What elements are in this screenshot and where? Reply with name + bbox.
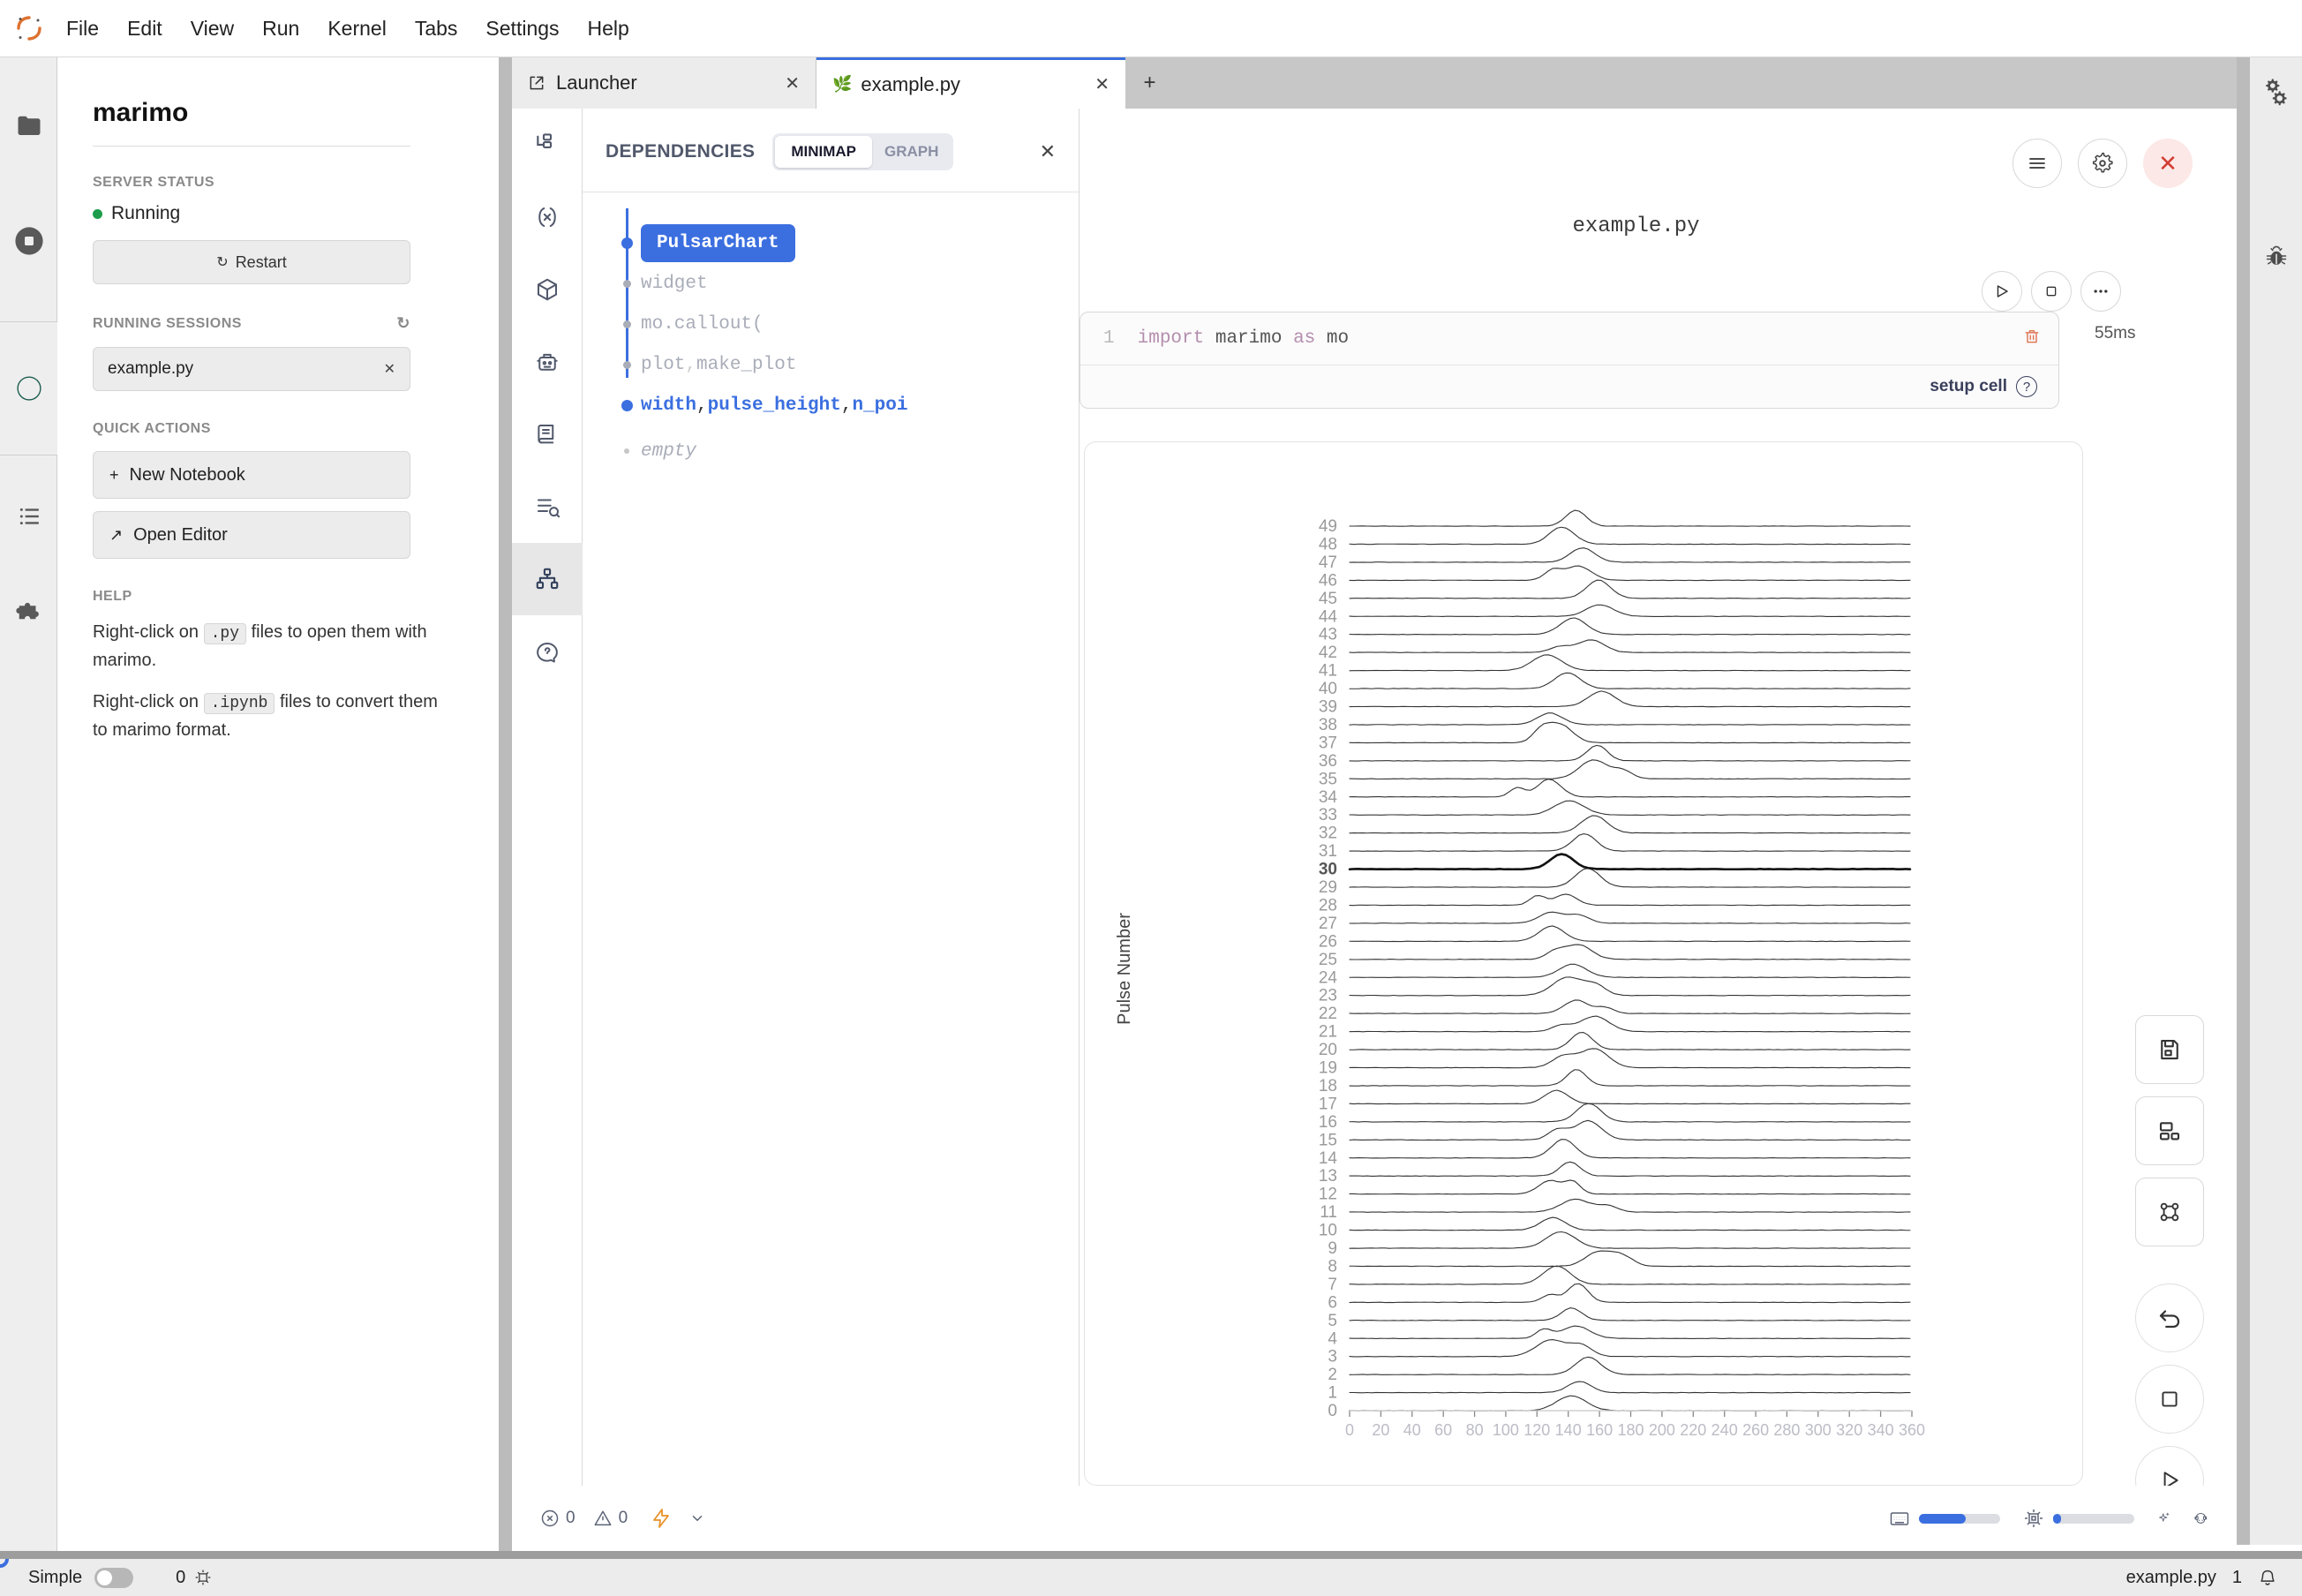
svg-text:30: 30 — [1319, 861, 1337, 879]
svg-text:40: 40 — [1403, 1421, 1421, 1439]
svg-text:100: 100 — [1493, 1421, 1519, 1439]
svg-text:11: 11 — [1320, 1203, 1337, 1222]
svg-text:8: 8 — [1328, 1257, 1337, 1276]
svg-text:13: 13 — [1319, 1167, 1337, 1186]
svg-text:29: 29 — [1319, 878, 1337, 897]
svg-text:28: 28 — [1319, 896, 1337, 915]
svg-text:320: 320 — [1836, 1421, 1862, 1439]
svg-text:42: 42 — [1319, 644, 1337, 662]
svg-text:16: 16 — [1319, 1113, 1337, 1132]
svg-text:17: 17 — [1319, 1095, 1337, 1113]
svg-text:38: 38 — [1319, 716, 1337, 734]
svg-text:24: 24 — [1319, 968, 1338, 987]
svg-text:160: 160 — [1586, 1421, 1613, 1439]
svg-text:21: 21 — [1319, 1023, 1337, 1042]
svg-text:80: 80 — [1466, 1421, 1484, 1439]
svg-text:140: 140 — [1555, 1421, 1582, 1439]
svg-text:220: 220 — [1680, 1421, 1706, 1439]
svg-text:7: 7 — [1328, 1276, 1337, 1294]
svg-text:180: 180 — [1617, 1421, 1644, 1439]
svg-text:49: 49 — [1319, 517, 1337, 536]
svg-text:15: 15 — [1319, 1131, 1337, 1149]
svg-text:22: 22 — [1319, 1005, 1337, 1023]
svg-text:47: 47 — [1319, 553, 1337, 572]
svg-text:36: 36 — [1319, 752, 1337, 771]
svg-text:260: 260 — [1742, 1421, 1769, 1439]
svg-text:23: 23 — [1319, 987, 1337, 1005]
svg-text:27: 27 — [1319, 915, 1337, 933]
svg-text:0: 0 — [1345, 1421, 1354, 1439]
svg-text:18: 18 — [1319, 1077, 1337, 1095]
svg-text:14: 14 — [1319, 1149, 1338, 1168]
svg-text:3: 3 — [1328, 1348, 1337, 1366]
svg-text:300: 300 — [1805, 1421, 1832, 1439]
svg-text:44: 44 — [1319, 607, 1338, 626]
svg-text:340: 340 — [1868, 1421, 1894, 1439]
svg-text:10: 10 — [1319, 1222, 1337, 1240]
svg-text:32: 32 — [1319, 824, 1337, 843]
svg-text:43: 43 — [1319, 626, 1337, 644]
svg-text:35: 35 — [1319, 770, 1337, 788]
svg-text:37: 37 — [1319, 734, 1337, 752]
svg-text:12: 12 — [1319, 1186, 1337, 1204]
svg-text:19: 19 — [1319, 1059, 1337, 1078]
svg-text:46: 46 — [1319, 571, 1337, 590]
svg-text:6: 6 — [1328, 1293, 1337, 1312]
svg-text:200: 200 — [1649, 1421, 1675, 1439]
svg-text:4: 4 — [1328, 1329, 1337, 1348]
svg-text:25: 25 — [1319, 951, 1337, 969]
svg-text:240: 240 — [1711, 1421, 1738, 1439]
svg-text:34: 34 — [1319, 788, 1338, 807]
svg-text:5: 5 — [1328, 1312, 1337, 1330]
svg-text:20: 20 — [1372, 1421, 1389, 1439]
svg-text:60: 60 — [1434, 1421, 1452, 1439]
svg-text:280: 280 — [1773, 1421, 1800, 1439]
svg-text:33: 33 — [1319, 806, 1337, 824]
svg-text:48: 48 — [1319, 535, 1337, 553]
svg-text:41: 41 — [1319, 662, 1337, 681]
svg-text:1: 1 — [1328, 1384, 1337, 1403]
svg-text:360: 360 — [1899, 1421, 1925, 1439]
svg-text:40: 40 — [1319, 680, 1337, 698]
svg-text:120: 120 — [1523, 1421, 1550, 1439]
svg-text:31: 31 — [1319, 842, 1337, 861]
svg-text:2: 2 — [1328, 1366, 1337, 1384]
svg-text:20: 20 — [1319, 1041, 1337, 1059]
svg-text:9: 9 — [1328, 1239, 1337, 1258]
svg-text:0: 0 — [1328, 1402, 1337, 1420]
svg-text:39: 39 — [1319, 698, 1337, 717]
svg-text:45: 45 — [1319, 590, 1337, 608]
svg-text:26: 26 — [1319, 932, 1337, 951]
